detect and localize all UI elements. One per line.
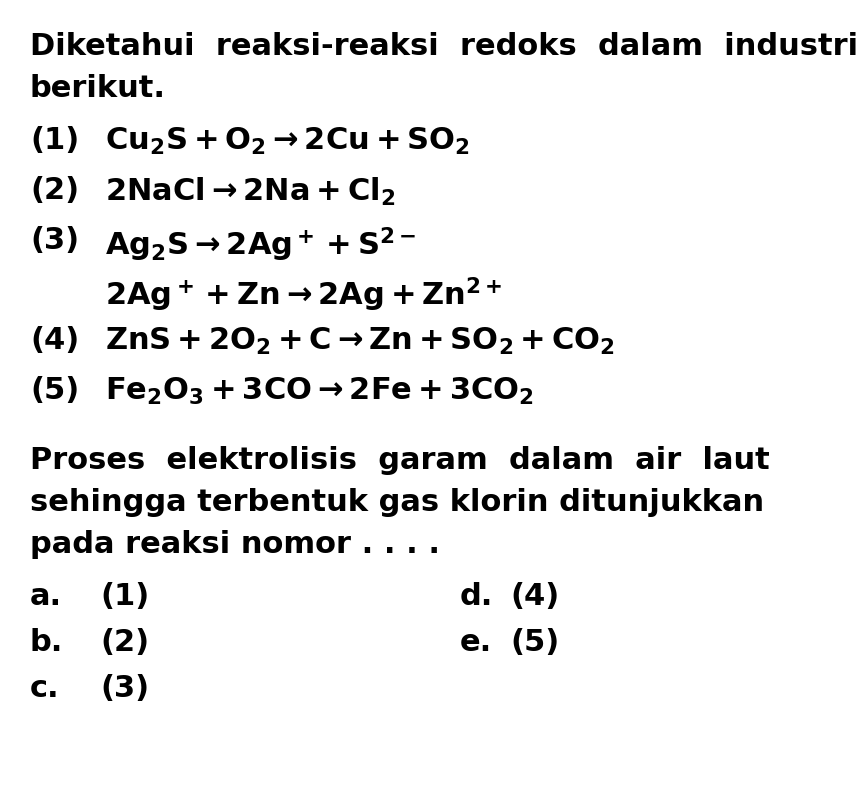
Text: (3): (3)	[30, 226, 79, 255]
Text: (2): (2)	[100, 628, 149, 657]
Text: pada reaksi nomor . . . .: pada reaksi nomor . . . .	[30, 530, 440, 559]
Text: $\mathbf{ZnS + 2O_2 + C \rightarrow Zn + SO_2 + CO_2}$: $\mathbf{ZnS + 2O_2 + C \rightarrow Zn +…	[105, 326, 615, 357]
Text: $\mathbf{Ag_2S \rightarrow 2Ag^+ + S^{2-}}$: $\mathbf{Ag_2S \rightarrow 2Ag^+ + S^{2-…	[105, 226, 416, 265]
Text: $\mathbf{Fe_2O_3 + 3CO \rightarrow 2Fe + 3CO_2}$: $\mathbf{Fe_2O_3 + 3CO \rightarrow 2Fe +…	[105, 376, 534, 407]
Text: $\mathbf{2Ag^+ + Zn \rightarrow 2Ag + Zn^{2+}}$: $\mathbf{2Ag^+ + Zn \rightarrow 2Ag + Zn…	[105, 276, 503, 314]
Text: e.: e.	[460, 628, 492, 657]
Text: Proses  elektrolisis  garam  dalam  air  laut: Proses elektrolisis garam dalam air laut	[30, 446, 770, 475]
Text: d.: d.	[460, 582, 493, 611]
Text: (5): (5)	[30, 376, 79, 405]
Text: a.: a.	[30, 582, 62, 611]
Text: berikut.: berikut.	[30, 74, 166, 103]
Text: sehingga terbentuk gas klorin ditunjukkan: sehingga terbentuk gas klorin ditunjukka…	[30, 488, 764, 517]
Text: (4): (4)	[510, 582, 559, 611]
Text: (5): (5)	[510, 628, 559, 657]
Text: $\mathbf{Cu_2S + O_2 \rightarrow 2Cu + SO_2}$: $\mathbf{Cu_2S + O_2 \rightarrow 2Cu + S…	[105, 126, 470, 157]
Text: Diketahui  reaksi-reaksi  redoks  dalam  industri: Diketahui reaksi-reaksi redoks dalam ind…	[30, 32, 858, 61]
Text: (3): (3)	[100, 674, 149, 703]
Text: c.: c.	[30, 674, 60, 703]
Text: (2): (2)	[30, 176, 79, 205]
Text: $\mathbf{2NaCl \rightarrow 2Na + Cl_2}$: $\mathbf{2NaCl \rightarrow 2Na + Cl_2}$	[105, 176, 396, 208]
Text: (1): (1)	[30, 126, 79, 155]
Text: (4): (4)	[30, 326, 79, 355]
Text: (1): (1)	[100, 582, 149, 611]
Text: b.: b.	[30, 628, 63, 657]
